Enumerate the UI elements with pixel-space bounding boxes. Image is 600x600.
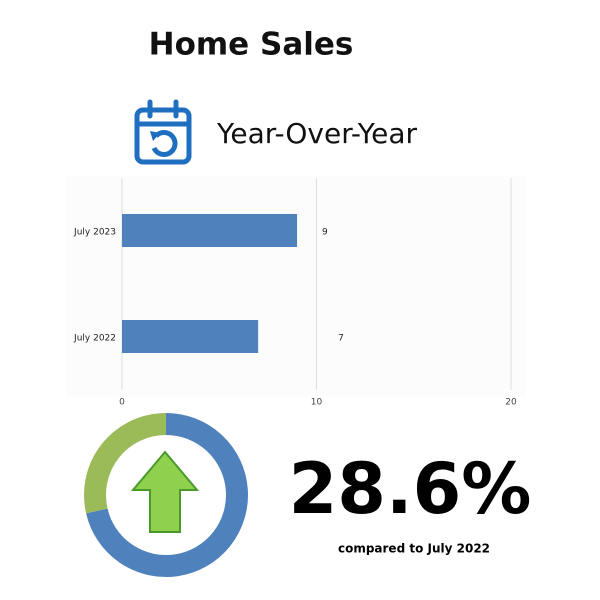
data-label: 7 [338,334,344,344]
subtitle: Year-Over-Year [216,117,417,150]
y-tick-label: July 2023 [73,228,116,238]
bar [122,320,259,353]
bar [122,214,298,247]
donut-segment [86,413,248,577]
donut-segment [84,413,167,514]
up-arrow [130,450,200,533]
donut-chart [84,413,248,577]
bar-chart: 0 10 20 July 2023 9 July 2022 7 [73,178,517,408]
x-tick-label: 20 [505,398,517,408]
x-tick-label: 0 [119,398,125,408]
stat-caption: compared to July 2022 [338,542,490,556]
title: Home Sales [149,27,354,63]
stat-value: 28.6% [289,448,532,530]
chart-background [66,175,526,397]
calendar-icon [134,99,192,165]
y-tick-label: July 2022 [73,334,116,344]
data-label: 9 [322,228,328,238]
x-tick-label: 10 [311,398,323,408]
